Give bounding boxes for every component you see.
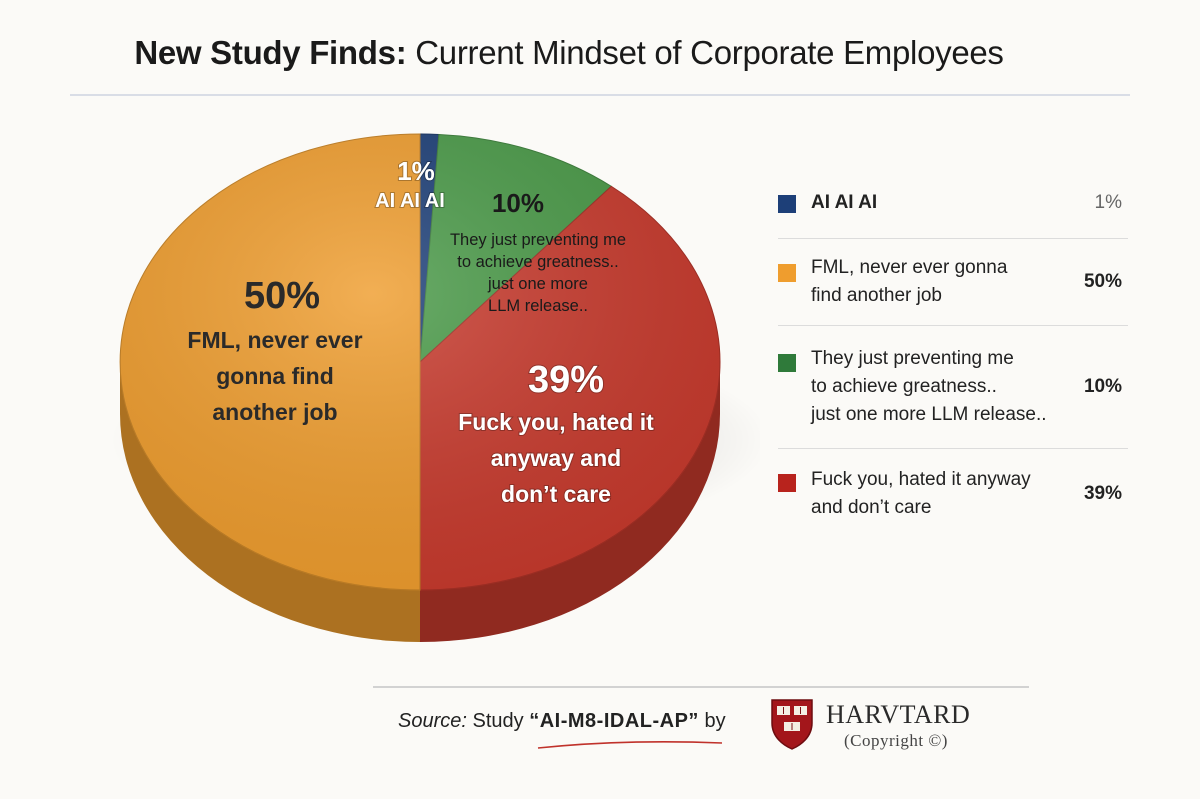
slice-pct-orange: 50% [244,275,320,317]
slice-label-orange: FML, never ever [187,327,362,353]
legend-label: FML, never ever gonna find another job [811,257,1008,306]
slice-label-orange: gonna find [216,363,334,389]
legend-label: Fuck you, hated it anyway and don’t care [811,469,1031,518]
footer-divider [373,686,1029,688]
legend-value: 1% [1094,192,1122,213]
legend-item-ai: AI AI AI 1% [778,168,1128,239]
legend-swatch [778,195,796,213]
pie-side-3 [120,362,420,642]
pie-side-2 [420,362,720,642]
legend-swatch [778,474,796,492]
legend-label: They just preventing me to achieve great… [811,348,1047,425]
legend-value: 10% [1083,376,1122,397]
legend-label: AI AI AI [811,192,878,213]
legend-item-hated: Fuck you, hated it anyway and don’t care… [778,449,1128,539]
legend-item-greatness: They just preventing me to achieve great… [778,326,1128,449]
slice-pct-red: 39% [528,359,604,401]
slice-label-green: to achieve greatness.. [457,253,618,271]
source-by: by [704,710,726,732]
legend-value: 50% [1083,271,1122,292]
slice-pct-ai: 1% [397,156,435,186]
underline-swish [537,740,723,749]
slice-label-ai: AI AI AI [375,190,445,212]
legend-swatch [778,354,796,372]
slice-label-green: just one more [487,275,588,293]
title-emphasis: New Study Finds: [134,34,407,71]
legend-item-fml: FML, never ever gonna find another job 5… [778,239,1128,326]
source-credit: Source: Study “AI-M8-IDAL-AP” by [398,710,726,733]
legend: AI AI AI 1% FML, never ever gonna find a… [778,168,1128,539]
study-name: “AI-M8-IDAL-AP” [529,710,699,732]
shield-logo-icon [771,699,813,750]
slice-label-red: don’t care [501,481,611,507]
slice-label-green: They just preventing me [450,231,626,249]
org-name: HARVTARD [826,700,971,729]
pie-chart: 1% AI AI AI 10% They just preventing me to a… [110,133,760,642]
source-text: Study [472,710,524,732]
slice-label-green: LLM release.. [488,297,588,315]
source-label: Source: [398,710,467,732]
slice-pct-green: 10% [492,188,544,218]
slice-label-red: Fuck you, hated it [458,409,654,435]
page-title: New Study Finds: Current Mindset of Corp… [0,34,1138,72]
legend-value: 39% [1083,483,1122,504]
slice-label-red: anyway and [491,445,621,471]
title-rest: Current Mindset of Corporate Employees [406,34,1004,71]
org-copyright: (Copyright ©) [844,731,948,750]
pie-sheen [120,134,720,590]
title-divider [70,94,1130,96]
slice-label-orange: another job [212,399,337,425]
legend-swatch [778,264,796,282]
